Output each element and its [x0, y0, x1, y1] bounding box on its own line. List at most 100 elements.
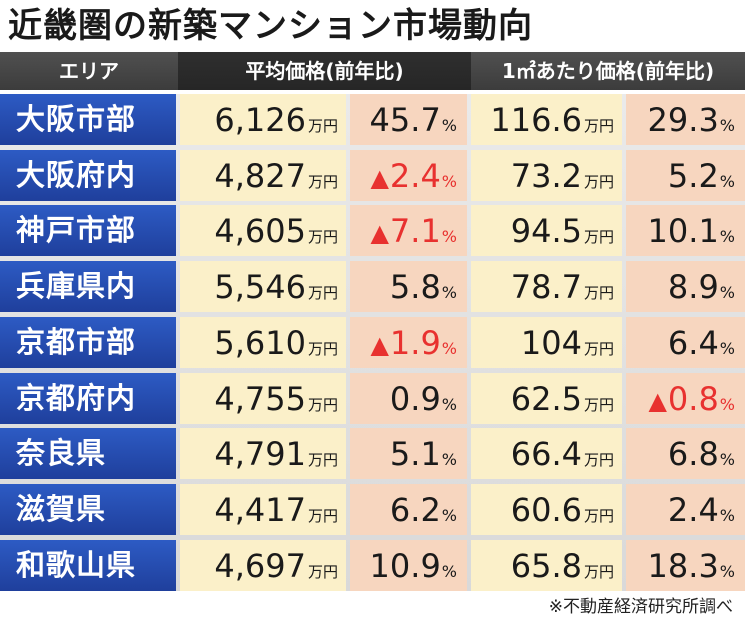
header-area: エリア — [59, 59, 119, 83]
percent-sign: % — [441, 562, 457, 581]
decrease-triangle-icon: ▲ — [648, 387, 667, 415]
percent-sign: % — [719, 116, 735, 135]
average-price-value: 4,605 — [214, 212, 306, 250]
source-note: ※不動産経済研究所調べ — [548, 597, 733, 617]
decrease-triangle-icon: ▲ — [370, 219, 389, 247]
percent-sign: % — [441, 116, 457, 135]
area-name: 奈良県 — [0, 428, 176, 479]
table-row: 京都市部 5,610 万円 ▲ 1.9% 104 万円 6.4% — [0, 317, 745, 368]
average-price-change-value: 2.4 — [389, 157, 441, 195]
area-name: 京都府内 — [0, 373, 176, 424]
average-price-value: 5,546 — [214, 268, 306, 306]
average-price-change-cell: ▲ 7.1% — [350, 205, 467, 256]
price-per-sqm-cell: 73.2 万円 — [471, 150, 622, 201]
area-name: 神戸市部 — [0, 205, 176, 256]
price-per-sqm-change-value: 2.4 — [667, 491, 719, 529]
table-row: 和歌山県 4,697 万円 10.9% 65.8 万円 18.3% — [0, 540, 745, 591]
price-per-sqm-change-cell: 6.4% — [626, 317, 745, 368]
table-row: 神戸市部 4,605 万円 ▲ 7.1% 94.5 万円 10.1% — [0, 205, 745, 256]
unit-man-yen: 万円 — [307, 117, 338, 135]
price-per-sqm-value: 65.8 — [510, 547, 582, 585]
unit-man-yen: 万円 — [583, 507, 614, 525]
unit-man-yen: 万円 — [583, 228, 614, 246]
average-price-change-cell: 45.7% — [350, 94, 467, 145]
average-price-change-value: 0.9 — [389, 380, 441, 418]
percent-sign: % — [719, 339, 735, 358]
average-price-value: 4,755 — [214, 380, 306, 418]
unit-man-yen: 万円 — [583, 340, 614, 358]
price-per-sqm-change-value: 6.8 — [667, 435, 719, 473]
price-per-sqm-value: 60.6 — [510, 491, 582, 529]
average-price-change-value: 5.8 — [389, 268, 441, 306]
average-price-cell: 5,610 万円 — [180, 317, 346, 368]
percent-sign: % — [441, 506, 457, 525]
average-price-cell: 4,697 万円 — [180, 540, 346, 591]
unit-man-yen: 万円 — [583, 173, 614, 191]
table-header: エリア 平均価格(前年比) 1㎡あたり価格(前年比) — [0, 52, 745, 90]
price-per-sqm-cell: 94.5 万円 — [471, 205, 622, 256]
price-per-sqm-value: 116.6 — [490, 101, 582, 139]
decrease-triangle-icon: ▲ — [370, 164, 389, 192]
table-row: 兵庫県内 5,546 万円 5.8% 78.7 万円 8.9% — [0, 261, 745, 312]
average-price-change-value: 7.1 — [389, 212, 441, 250]
price-per-sqm-value: 94.5 — [510, 212, 582, 250]
average-price-cell: 4,755 万円 — [180, 373, 346, 424]
average-price-value: 6,126 — [214, 101, 306, 139]
unit-man-yen: 万円 — [583, 396, 614, 414]
unit-man-yen: 万円 — [307, 451, 338, 469]
percent-sign: % — [719, 227, 735, 246]
average-price-change-cell: ▲ 2.4% — [350, 150, 467, 201]
average-price-change-value: 5.1 — [389, 435, 441, 473]
area-name: 京都市部 — [0, 317, 176, 368]
percent-sign: % — [719, 562, 735, 581]
price-per-sqm-change-cell: 18.3% — [626, 540, 745, 591]
unit-man-yen: 万円 — [583, 563, 614, 581]
table-row: 大阪市部 6,126 万円 45.7% 116.6 万円 29.3% — [0, 94, 745, 145]
average-price-change-cell: 10.9% — [350, 540, 467, 591]
table-row: 奈良県 4,791 万円 5.1% 66.4 万円 6.8% — [0, 428, 745, 479]
table-row: 京都府内 4,755 万円 0.9% 62.5 万円 ▲ 0.8% — [0, 373, 745, 424]
percent-sign: % — [441, 227, 457, 246]
price-per-sqm-change-value: 8.9 — [667, 268, 719, 306]
percent-sign: % — [441, 339, 457, 358]
percent-sign: % — [719, 450, 735, 469]
unit-man-yen: 万円 — [583, 117, 614, 135]
price-per-sqm-change-value: 0.8 — [667, 380, 719, 418]
table-body: 大阪市部 6,126 万円 45.7% 116.6 万円 29.3% 大阪府内 4,827 万円 ▲… — [0, 94, 745, 591]
average-price-cell: 6,126 万円 — [180, 94, 346, 145]
price-per-sqm-cell: 116.6 万円 — [471, 94, 622, 145]
average-price-cell: 4,827 万円 — [180, 150, 346, 201]
price-per-sqm-change-cell: 2.4% — [626, 484, 745, 535]
percent-sign: % — [719, 506, 735, 525]
average-price-change-cell: ▲ 1.9% — [350, 317, 467, 368]
average-price-change-cell: 0.9% — [350, 373, 467, 424]
percent-sign: % — [441, 172, 457, 191]
price-per-sqm-cell: 65.8 万円 — [471, 540, 622, 591]
unit-man-yen: 万円 — [307, 228, 338, 246]
price-per-sqm-change-cell: ▲ 0.8% — [626, 373, 745, 424]
area-name: 大阪府内 — [0, 150, 176, 201]
area-name: 兵庫県内 — [0, 261, 176, 312]
average-price-change-cell: 6.2% — [350, 484, 467, 535]
price-per-sqm-cell: 62.5 万円 — [471, 373, 622, 424]
price-per-sqm-change-cell: 29.3% — [626, 94, 745, 145]
average-price-value: 4,791 — [214, 435, 306, 473]
price-per-sqm-change-cell: 6.8% — [626, 428, 745, 479]
header-average-price: 平均価格(前年比) — [178, 52, 471, 90]
unit-man-yen: 万円 — [307, 284, 338, 302]
price-per-sqm-value: 73.2 — [510, 157, 582, 195]
area-name: 大阪市部 — [0, 94, 176, 145]
page-title: 近畿圏の新築マンション市場動向 — [8, 6, 533, 46]
unit-man-yen: 万円 — [307, 340, 338, 358]
unit-man-yen: 万円 — [307, 396, 338, 414]
percent-sign: % — [441, 283, 457, 302]
average-price-cell: 4,791 万円 — [180, 428, 346, 479]
price-per-sqm-value: 104 — [520, 324, 582, 362]
percent-sign: % — [719, 395, 735, 414]
unit-man-yen: 万円 — [583, 451, 614, 469]
decrease-triangle-icon: ▲ — [370, 331, 389, 359]
price-per-sqm-change-cell: 8.9% — [626, 261, 745, 312]
average-price-value: 5,610 — [214, 324, 306, 362]
average-price-cell: 5,546 万円 — [180, 261, 346, 312]
price-per-sqm-change-cell: 10.1% — [626, 205, 745, 256]
